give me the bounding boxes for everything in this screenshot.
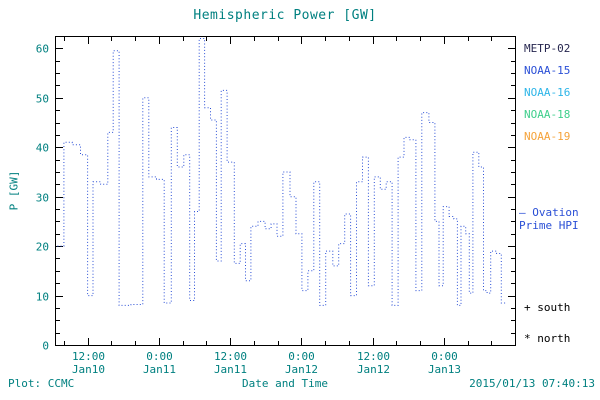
y-tick-label: 10 [36, 291, 49, 304]
ovation-legend-line1: – Ovation [519, 206, 579, 219]
x-axis-title: Date and Time [241, 377, 329, 390]
x-tick-date-label: Jan12 [285, 363, 318, 376]
y-tick-label: 30 [36, 192, 49, 205]
y-axis-title: P [GW] [7, 170, 21, 211]
x-tick-time-label: 0:00 [288, 350, 315, 363]
x-tick-date-label: Jan11 [214, 363, 247, 376]
y-tick-label: 0 [42, 340, 49, 353]
y-tick-label: 60 [36, 43, 49, 56]
legend-satellite-label: NOAA-15 [524, 64, 571, 77]
hpi-step-line [57, 38, 507, 306]
y-tick-label: 20 [36, 241, 49, 254]
x-tick-time-label: 0:00 [431, 350, 458, 363]
x-tick-date-label: Jan11 [143, 363, 176, 376]
legend-satellite-label: NOAA-19 [524, 130, 571, 143]
plot-timestamp: 2015/01/13 07:40:13 [469, 377, 595, 390]
x-tick-time-label: 12:00 [214, 350, 247, 363]
y-tick-label: 40 [36, 142, 49, 155]
ovation-legend: – Ovation Prime HPI [519, 206, 579, 232]
ovation-label-line2: Prime HPI [519, 219, 579, 232]
satellite-legend: METP-02 NOAA-15 NOAA-16 NOAA-18 NOAA-19 [524, 42, 570, 152]
x-tick-time-label: 12:00 [72, 350, 105, 363]
axes-box [55, 36, 516, 346]
legend-satellite-label: NOAA-18 [524, 108, 571, 121]
x-tick-time-label: 12:00 [357, 350, 390, 363]
line-style-key: – [519, 206, 526, 219]
legend-satellite-label: NOAA-16 [524, 86, 571, 99]
south-marker-legend: + south [524, 301, 571, 314]
x-tick-time-label: 0:00 [146, 350, 173, 363]
legend-satellite-label: METP-02 [524, 42, 571, 55]
plot-credit: Plot: CCMC [8, 377, 75, 390]
x-tick-date-label: Jan10 [72, 363, 105, 376]
ovation-label-line1: Ovation [532, 206, 579, 219]
x-tick-date-label: Jan12 [357, 363, 390, 376]
chart-title: Hemispheric Power [GW] [193, 8, 377, 23]
x-tick-date-label: Jan13 [428, 363, 461, 376]
y-tick-label: 50 [36, 93, 49, 106]
north-marker-legend: * north [524, 332, 571, 345]
